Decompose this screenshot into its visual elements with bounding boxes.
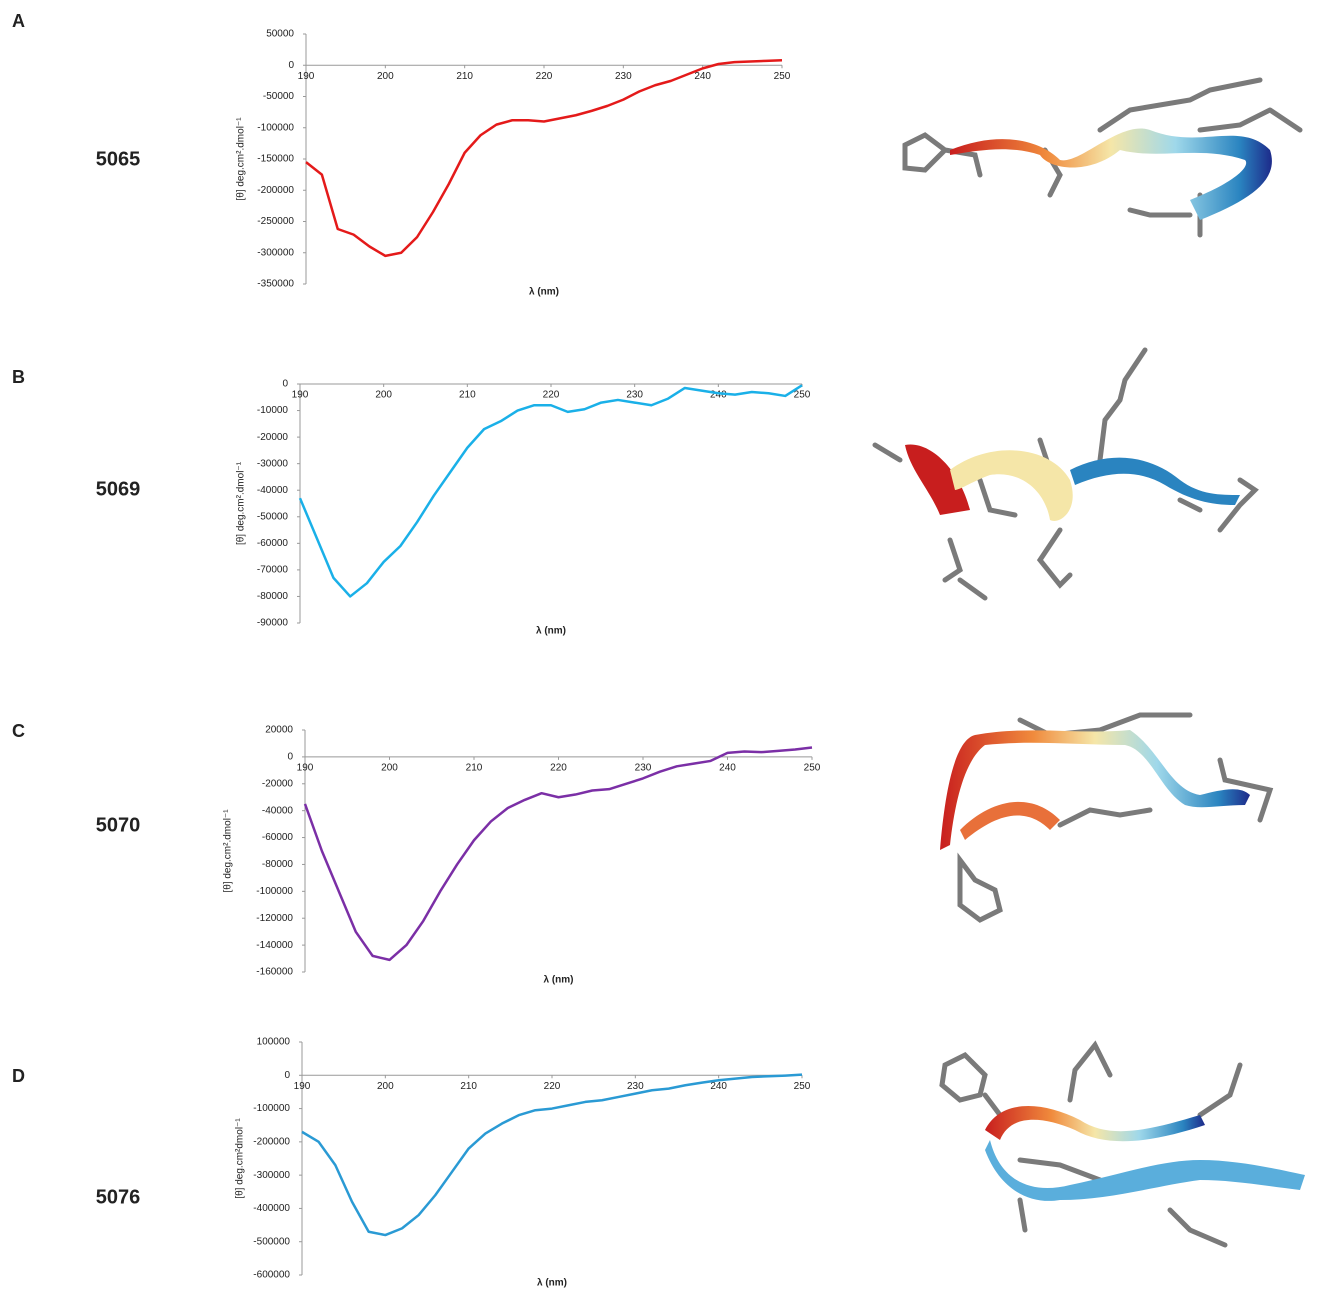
y-tick-label: 100000 <box>257 1037 291 1048</box>
y-tick-label: -100000 <box>253 1103 290 1114</box>
x-tick-label: 190 <box>294 1081 311 1092</box>
x-tick-label: 220 <box>550 763 567 774</box>
y-tick-label: -200000 <box>257 185 294 196</box>
panel-label: A <box>12 11 25 31</box>
cd-curve <box>306 60 782 256</box>
x-tick-label: 220 <box>543 390 560 401</box>
y-axis-title: [θ] deg.cm².dmol⁻¹ <box>236 117 247 201</box>
y-tick-label: -10000 <box>257 405 289 416</box>
y-tick-label: -40000 <box>257 485 289 496</box>
cd-curve <box>300 385 802 596</box>
y-tick-label: -80000 <box>262 859 294 870</box>
panel-label: C <box>12 721 25 741</box>
y-tick-label: -350000 <box>257 279 294 290</box>
panel-label: D <box>12 1066 25 1086</box>
y-tick-label: -40000 <box>262 805 294 816</box>
x-tick-label: 220 <box>536 71 553 82</box>
y-tick-label: 20000 <box>265 725 293 736</box>
x-tick-label: 210 <box>459 390 476 401</box>
y-tick-label: -400000 <box>253 1203 290 1214</box>
molecule-c <box>940 715 1270 920</box>
y-tick-label: -100000 <box>256 886 293 897</box>
x-tick-label: 240 <box>694 71 711 82</box>
y-tick-label: 50000 <box>266 29 294 40</box>
x-tick-label: 190 <box>292 390 309 401</box>
molecule-a <box>905 80 1300 235</box>
sample-id: 5070 <box>96 814 141 836</box>
x-tick-label: 230 <box>635 763 652 774</box>
x-tick-label: 250 <box>774 71 791 82</box>
x-tick-label: 210 <box>460 1081 477 1092</box>
y-tick-label: -300000 <box>257 247 294 258</box>
x-axis-title: λ (nm) <box>537 1278 567 1289</box>
y-tick-label: -600000 <box>253 1270 290 1281</box>
y-tick-label: 0 <box>282 379 288 390</box>
x-axis-title: λ (nm) <box>536 626 566 637</box>
sample-id: 5076 <box>96 1186 141 1208</box>
x-tick-label: 200 <box>377 1081 394 1092</box>
ribbon <box>985 1140 1305 1201</box>
x-tick-label: 190 <box>298 71 315 82</box>
y-tick-label: -160000 <box>256 967 293 978</box>
y-tick-label: -90000 <box>257 618 289 629</box>
x-tick-label: 190 <box>297 763 314 774</box>
y-tick-label: -20000 <box>257 432 289 443</box>
x-tick-label: 230 <box>627 1081 644 1092</box>
y-tick-label: -50000 <box>263 91 295 102</box>
cd-curve <box>302 1075 802 1235</box>
x-axis-title: λ (nm) <box>529 287 559 298</box>
ribbon <box>985 1106 1205 1141</box>
y-tick-label: -70000 <box>257 565 289 576</box>
ribbon <box>960 802 1060 840</box>
y-tick-label: 0 <box>288 60 294 71</box>
x-tick-label: 230 <box>615 71 632 82</box>
panel-label: B <box>12 367 25 387</box>
sample-id: 5065 <box>96 148 141 170</box>
y-tick-label: 0 <box>287 752 293 763</box>
molecule-b <box>875 350 1255 598</box>
x-tick-label: 220 <box>544 1081 561 1092</box>
y-tick-label: -80000 <box>257 591 289 602</box>
x-tick-label: 200 <box>375 390 392 401</box>
ribbon <box>1070 458 1240 505</box>
y-tick-label: -100000 <box>257 122 294 133</box>
y-tick-label: -300000 <box>253 1170 290 1181</box>
x-tick-label: 210 <box>466 763 483 774</box>
y-tick-label: -120000 <box>256 913 293 924</box>
sample-id: 5069 <box>96 478 141 500</box>
figure: A5065-350000-300000-250000-200000-150000… <box>0 0 1341 1289</box>
y-axis-title: [θ] deg.cm².dmol⁻¹ <box>223 809 234 893</box>
x-tick-label: 200 <box>381 763 398 774</box>
y-axis-title: [θ] deg.cm²dmol⁻¹ <box>235 1118 246 1199</box>
y-tick-label: -150000 <box>257 154 294 165</box>
x-tick-label: 200 <box>377 71 394 82</box>
y-tick-label: 0 <box>284 1070 290 1081</box>
y-tick-label: -250000 <box>257 216 294 227</box>
y-tick-label: -200000 <box>253 1136 290 1147</box>
x-tick-label: 230 <box>626 390 643 401</box>
x-tick-label: 240 <box>719 763 736 774</box>
y-axis-title: [θ] deg.cm².dmol⁻¹ <box>236 461 247 545</box>
y-tick-label: -20000 <box>262 778 294 789</box>
x-tick-label: 250 <box>794 1081 811 1092</box>
y-tick-label: -60000 <box>257 538 289 549</box>
y-tick-label: -500000 <box>253 1236 290 1247</box>
x-tick-label: 210 <box>456 71 473 82</box>
ribbon <box>940 730 1250 850</box>
x-tick-label: 240 <box>710 1081 727 1092</box>
x-tick-label: 250 <box>794 390 811 401</box>
molecule-d <box>942 1045 1305 1245</box>
ribbon <box>950 450 1073 521</box>
y-tick-label: -60000 <box>262 832 294 843</box>
x-tick-label: 250 <box>804 763 821 774</box>
y-tick-label: -140000 <box>256 940 293 951</box>
y-tick-label: -50000 <box>257 511 289 522</box>
cd-curve <box>305 747 812 959</box>
x-axis-title: λ (nm) <box>544 975 574 986</box>
ribbon <box>950 129 1272 220</box>
y-tick-label: -30000 <box>257 458 289 469</box>
